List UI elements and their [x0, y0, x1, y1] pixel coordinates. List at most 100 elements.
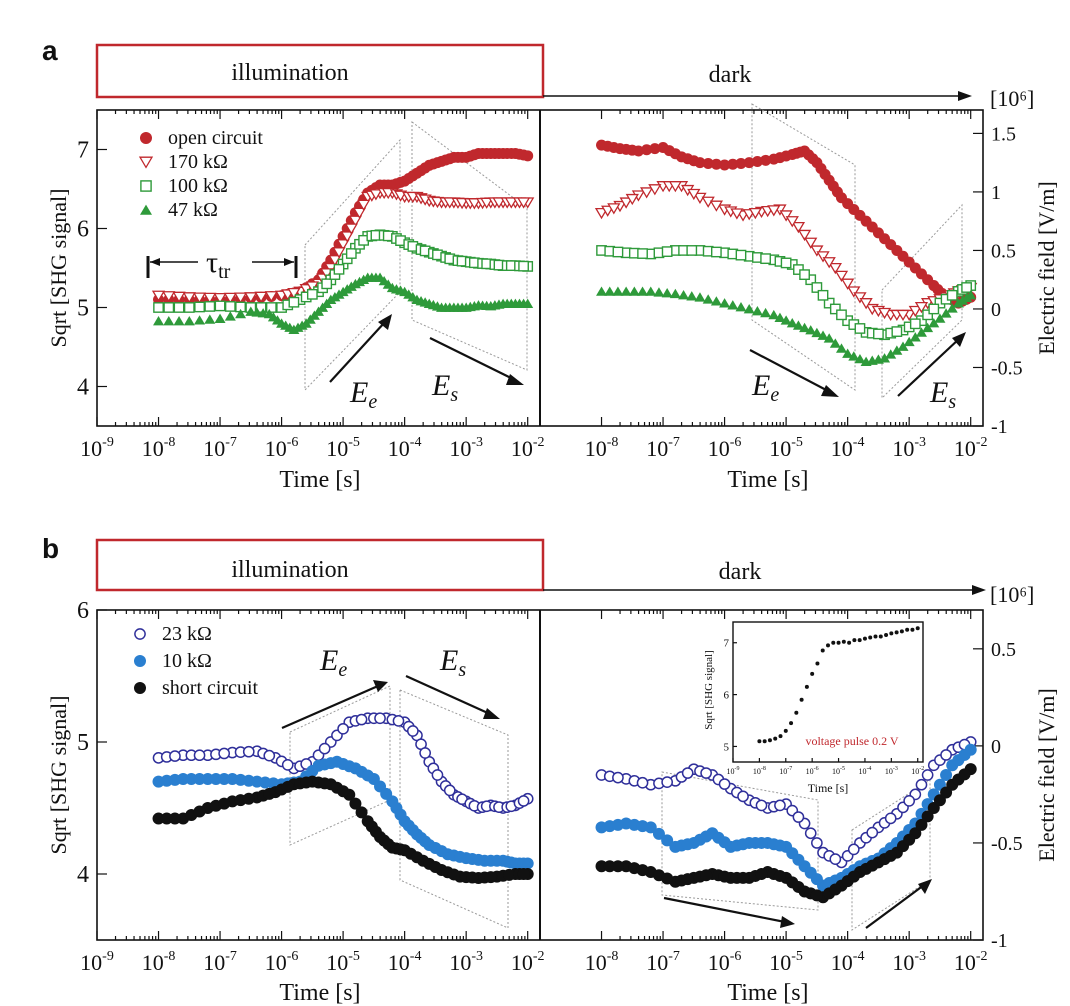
data-point	[334, 265, 343, 274]
data-point	[820, 169, 831, 180]
data-point	[810, 672, 814, 676]
legend-label-r23: 23 kΩ	[162, 623, 212, 645]
data-point	[821, 649, 825, 653]
data-point	[811, 889, 823, 901]
data-point	[244, 747, 254, 757]
data-point	[420, 748, 430, 758]
data-point	[903, 834, 915, 846]
data-point	[518, 857, 530, 869]
data-point	[792, 881, 804, 893]
data-point	[874, 635, 878, 639]
arrow-Ee-a-left	[330, 314, 392, 382]
data-point	[752, 306, 763, 315]
data-point	[612, 286, 623, 295]
xtick-label: 10-6	[265, 435, 299, 461]
data-point	[264, 751, 274, 761]
data-point	[472, 854, 484, 866]
xtick-label: 10-6	[708, 949, 742, 975]
legend-label-open_circuit: open circuit	[168, 127, 263, 149]
data-point	[781, 258, 790, 267]
data-point	[662, 247, 671, 256]
legend-label-r170: 170 kΩ	[168, 151, 228, 173]
inset-xtick-label: 10-9	[727, 766, 740, 776]
data-point	[885, 239, 896, 250]
xtick-label: 10-8	[585, 949, 619, 975]
data-point	[436, 845, 448, 857]
xtick-label: 10-3	[449, 949, 483, 975]
data-point	[757, 739, 761, 743]
ylabel-right-a: Electric field [V/m]	[1034, 181, 1059, 354]
xtick-label: 10-2	[954, 435, 988, 461]
ytick-label: 0.5	[991, 639, 1016, 661]
data-point	[518, 796, 528, 806]
data-point	[800, 698, 804, 702]
data-point	[830, 854, 840, 864]
data-point	[638, 249, 647, 258]
data-point	[613, 772, 623, 782]
data-point	[194, 806, 206, 818]
data-point	[682, 873, 694, 885]
data-point	[911, 319, 920, 328]
ylabel-left-a: Sqrt [SHG signal]	[46, 189, 71, 348]
data-point	[868, 636, 872, 640]
xtick-label: 10-8	[585, 435, 619, 461]
ytick-label: 6	[77, 217, 89, 243]
data-point	[683, 768, 693, 778]
data-point	[794, 711, 798, 715]
data-point	[756, 837, 768, 849]
data-point	[793, 812, 803, 822]
data-point	[959, 768, 971, 780]
data-point	[700, 869, 712, 881]
inset-xlabel: Time [s]	[808, 781, 849, 795]
data-point	[518, 150, 529, 161]
data-point	[185, 303, 194, 312]
data-point	[852, 638, 856, 642]
legend-b: 23 kΩ10 kΩshort circuit	[134, 623, 259, 699]
data-point	[916, 780, 926, 790]
data-point	[194, 315, 205, 324]
data-point	[847, 641, 851, 645]
data-point	[637, 778, 647, 788]
data-point	[283, 760, 293, 770]
data-point	[408, 726, 418, 736]
inset-xtick-label: 10-8	[753, 766, 766, 776]
data-point	[682, 838, 694, 850]
inset-xtick-label: 10-4	[858, 766, 871, 776]
xlabel-left-b: Time [s]	[279, 980, 360, 1006]
legend-marker-r100	[141, 181, 151, 191]
data-point	[687, 246, 696, 255]
data-point	[627, 145, 638, 156]
inset-xtick-label: 10-7	[779, 766, 792, 776]
data-point	[916, 626, 920, 630]
illumination-label-a: illumination	[231, 60, 348, 86]
data-point	[855, 324, 864, 333]
panel-b: b illumination dark [10⁶] Sqrt [SHG sign…	[42, 533, 1059, 1006]
data-point	[940, 786, 952, 798]
data-point	[169, 774, 181, 786]
data-point	[948, 291, 957, 300]
ytick-label: -0.5	[991, 357, 1023, 379]
data-point	[218, 773, 230, 785]
ytick-label: -1	[991, 930, 1008, 952]
arrow-Ee-b-right	[664, 898, 795, 928]
data-point	[300, 776, 312, 788]
data-point	[154, 303, 163, 312]
data-point	[380, 788, 392, 800]
dark-label-b: dark	[719, 559, 762, 585]
data-point	[503, 869, 515, 881]
inset-annotation: voltage pulse 0.2 V	[805, 734, 898, 748]
inset-ylabel: Sqrt [SHG signal]	[703, 650, 715, 729]
data-point	[670, 148, 681, 159]
data-point	[174, 316, 185, 325]
xtick-label: 10-8	[142, 949, 176, 975]
data-point	[842, 640, 846, 644]
guide-parallelogram-a1	[305, 140, 400, 390]
data-point	[163, 316, 174, 325]
data-point	[735, 158, 746, 169]
data-point	[243, 775, 255, 787]
panel-a-label: a	[42, 35, 58, 66]
xtick-label: 10-8	[142, 435, 176, 461]
xtick-label: 10-3	[892, 949, 926, 975]
data-point	[319, 777, 331, 789]
inset-xtick-label: 10-3	[885, 766, 898, 776]
